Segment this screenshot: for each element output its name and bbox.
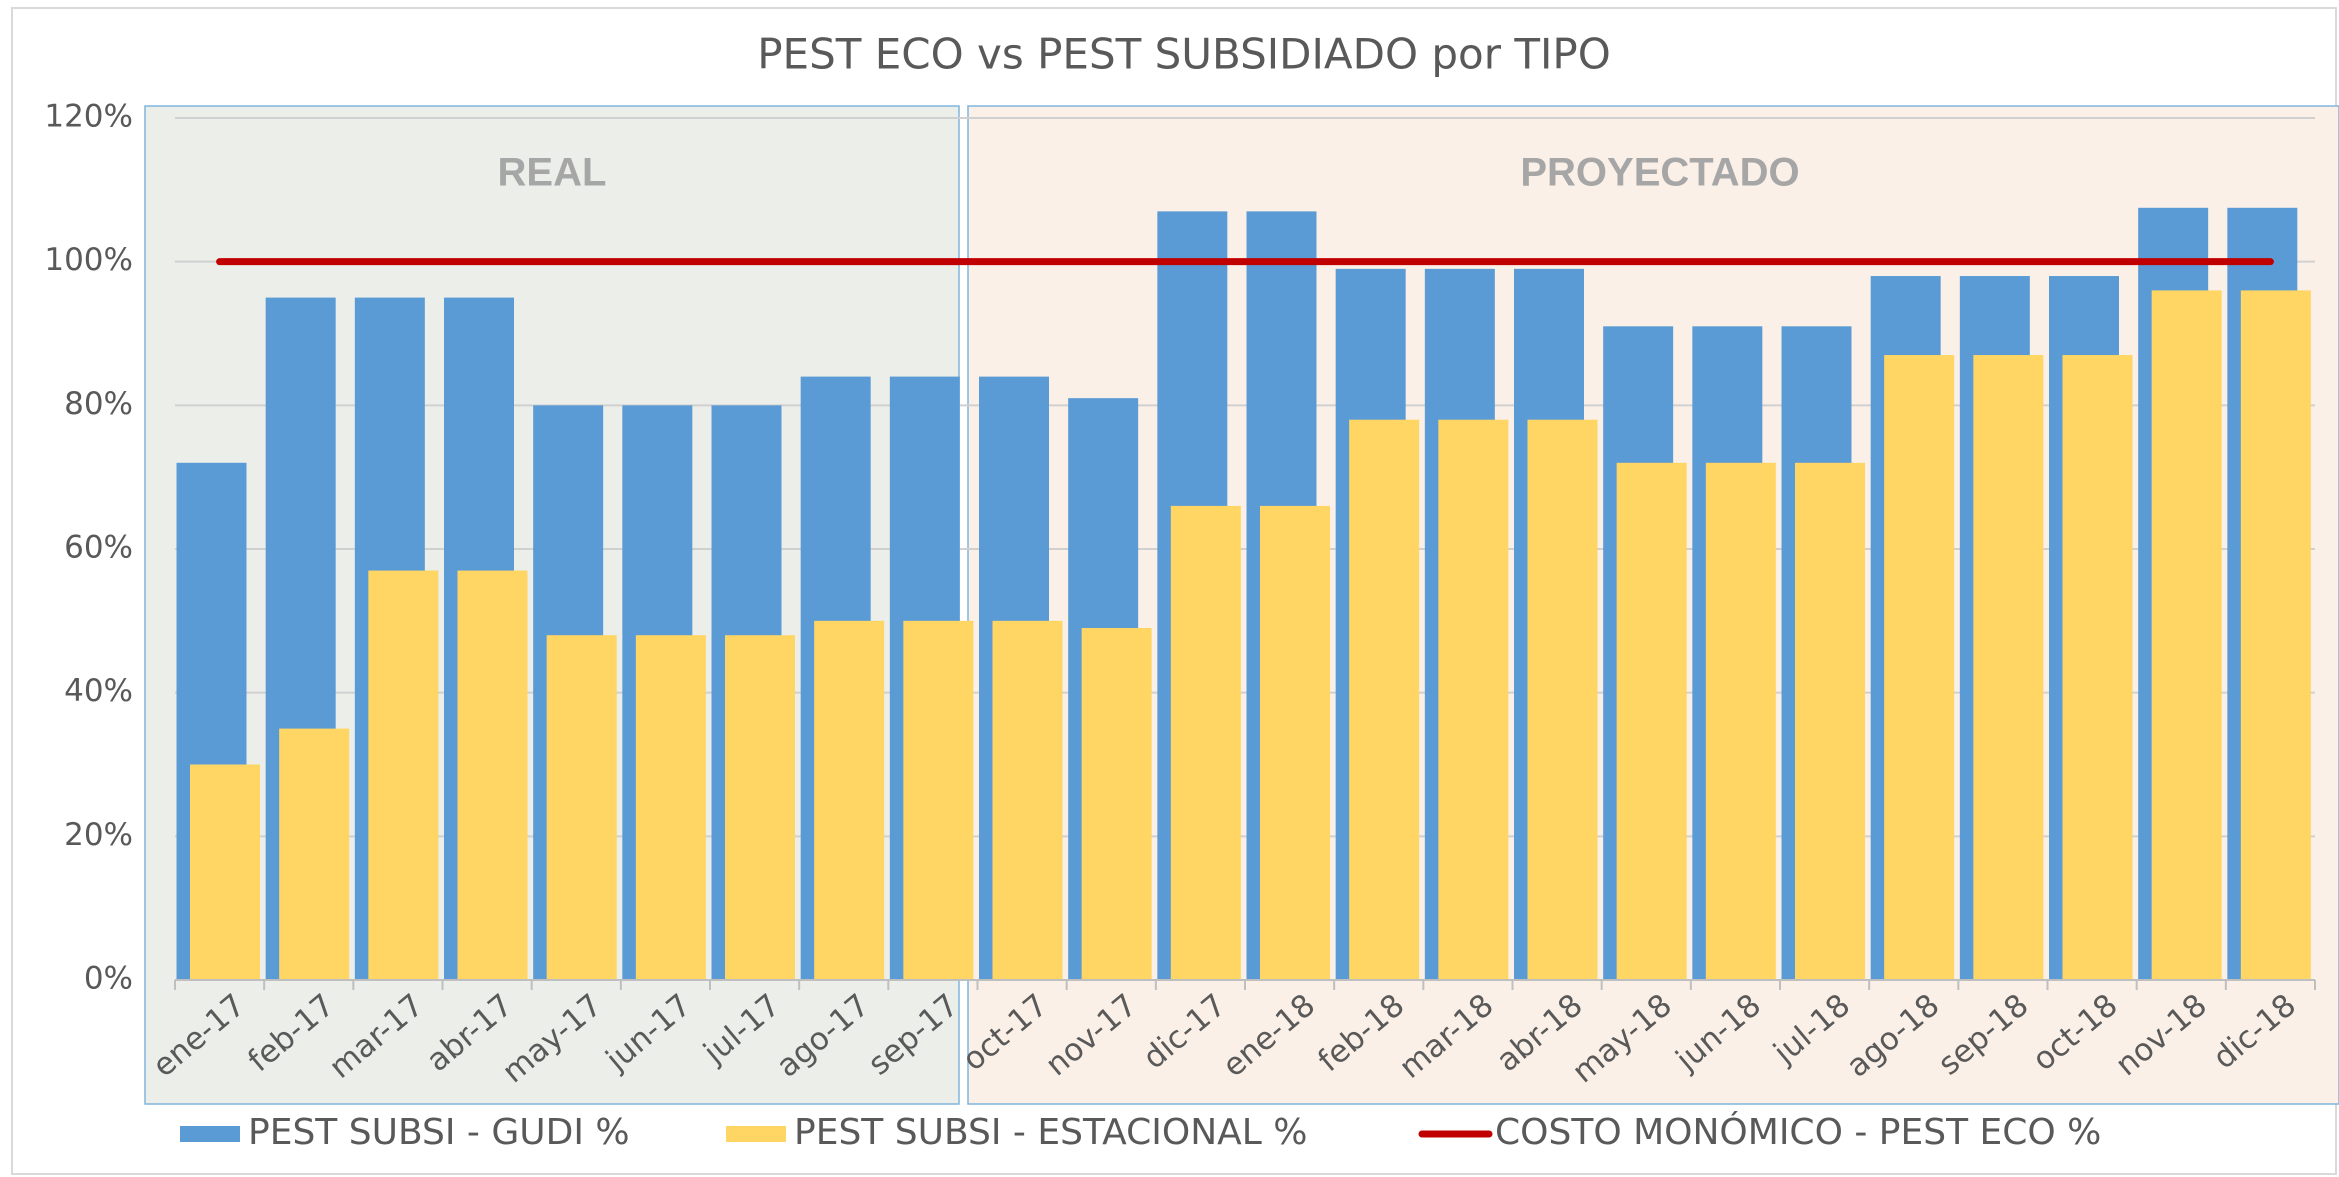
y-tick-label: 40% bbox=[64, 673, 133, 709]
bar bbox=[814, 620, 885, 980]
bar bbox=[2240, 290, 2311, 980]
y-tick-label: 120% bbox=[44, 99, 133, 135]
bar bbox=[1349, 419, 1420, 980]
legend-swatch bbox=[180, 1126, 240, 1142]
annotation: REAL bbox=[498, 151, 607, 195]
legend-label: PEST SUBSI - GUDI % bbox=[248, 1112, 630, 1153]
y-tick-label: 20% bbox=[64, 817, 133, 853]
bar bbox=[546, 635, 617, 980]
bar bbox=[1260, 505, 1330, 980]
bar bbox=[279, 728, 350, 980]
bar bbox=[2062, 355, 2133, 980]
y-tick-label: 80% bbox=[64, 386, 133, 422]
bar bbox=[635, 635, 706, 980]
bar bbox=[1973, 355, 2044, 980]
bar bbox=[1884, 355, 1955, 980]
bar bbox=[457, 570, 528, 980]
bar bbox=[903, 620, 974, 980]
y-tick-label: 0% bbox=[84, 961, 133, 997]
y-tick-label: 60% bbox=[64, 530, 133, 566]
legend-swatch bbox=[726, 1126, 786, 1142]
bar bbox=[1170, 505, 1241, 980]
bar bbox=[992, 620, 1063, 980]
chart-title: PEST ECO vs PEST SUBSIDIADO por TIPO bbox=[757, 30, 1611, 79]
bar bbox=[2151, 290, 2222, 980]
bar bbox=[190, 764, 260, 980]
legend-label: COSTO MONÓMICO - PEST ECO % bbox=[1495, 1111, 2101, 1153]
bar bbox=[1527, 419, 1598, 980]
legend-label: PEST SUBSI - ESTACIONAL % bbox=[794, 1112, 1308, 1153]
bar bbox=[1616, 462, 1687, 980]
bar bbox=[1795, 462, 1865, 980]
bar bbox=[725, 635, 795, 980]
bar bbox=[368, 570, 439, 980]
bar bbox=[1705, 462, 1776, 980]
bar bbox=[1438, 419, 1509, 980]
bar bbox=[1081, 628, 1152, 980]
annotation: PROYECTADO bbox=[1520, 151, 1799, 195]
y-tick-label: 100% bbox=[44, 242, 133, 278]
